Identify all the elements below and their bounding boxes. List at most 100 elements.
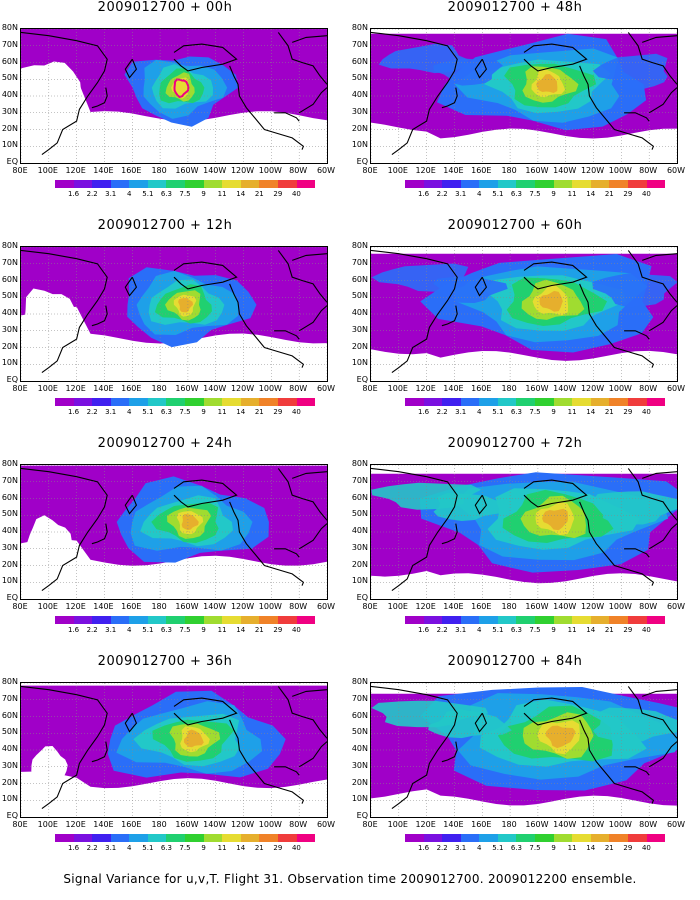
- colorbar-swatch: [259, 180, 278, 188]
- lon-tick-label: 100W: [258, 384, 282, 393]
- colorbar-label: 4: [477, 408, 482, 416]
- colorbar-label: 5.1: [492, 626, 504, 634]
- lat-tick-label: 20N: [351, 559, 368, 569]
- coastline: [298, 305, 327, 332]
- panel-title: 2009012700 + 84h: [447, 654, 583, 669]
- colorbar-label: 40: [291, 844, 301, 852]
- panel-title: 2009012700 + 36h: [97, 654, 233, 669]
- lon-tick-label: 80E: [12, 602, 28, 611]
- colorbar-label: 40: [641, 844, 651, 852]
- lon-tick-label: 140W: [553, 384, 577, 393]
- lat-tick-label: 40N: [351, 526, 368, 535]
- coastline: [627, 250, 677, 303]
- colorbar-swatch: [609, 616, 628, 624]
- colorbar-label: 29: [623, 190, 633, 198]
- coastline: [371, 249, 458, 374]
- colorbar-swatch: [423, 180, 443, 188]
- variance-peak: [173, 78, 190, 99]
- coastline: [277, 32, 327, 85]
- coastline: [292, 35, 327, 43]
- lat-tick-label: 10N: [351, 794, 368, 804]
- colorbar-swatch: [92, 398, 111, 406]
- colorbar-swatch: [535, 616, 554, 624]
- colorbar-swatch: [92, 616, 111, 624]
- lon-tick-label: 120W: [580, 602, 605, 611]
- colorbar-label: 4: [477, 190, 482, 198]
- colorbar-label: 21: [604, 408, 614, 416]
- coastline: [523, 697, 588, 726]
- colorbar-swatch: [110, 616, 130, 624]
- lon-tick-label: 100W: [608, 820, 632, 829]
- lon-tick-label: 120E: [65, 820, 86, 829]
- colorbar-label: 7.5: [179, 626, 191, 634]
- coastline: [579, 719, 655, 804]
- colorbar-swatch: [296, 398, 316, 406]
- colorbar-labels: 1.6 2.2 3.1 4 5.1 6.3 7.5 9 11 14 21 29 40: [55, 190, 315, 200]
- lat-tick-label: 70N: [1, 39, 18, 49]
- variance-map: [370, 682, 678, 818]
- lat-tick-label: 70N: [351, 257, 368, 267]
- colorbar-label: 7.5: [529, 408, 541, 416]
- colorbar-label: 3.1: [105, 626, 117, 634]
- lat-tick-label: EQ: [356, 593, 368, 602]
- lon-tick-label: 140E: [443, 820, 464, 829]
- lat-tick-label: 40N: [1, 90, 18, 99]
- lon-tick-label: 180: [151, 820, 167, 829]
- lat-tick-label: 30N: [351, 760, 368, 770]
- lat-tick-label: 30N: [351, 542, 368, 552]
- forecast-panel: 2009012700 + 72h 80N 70N 60N 50N 40N 30N 20N 10N…: [350, 436, 685, 636]
- coastline: [523, 43, 588, 72]
- colorbar-swatch: [185, 398, 204, 406]
- coastline: [474, 276, 488, 297]
- lon-tick-label: 80E: [12, 166, 28, 175]
- colorbar-swatch: [479, 616, 498, 624]
- colorbar-swatch: [627, 180, 647, 188]
- colorbar-swatch: [73, 834, 93, 842]
- lon-tick-label: 140E: [443, 602, 464, 611]
- lat-tick-label: 40N: [351, 90, 368, 99]
- colorbar-label: 11: [567, 626, 577, 634]
- colorbar-swatch: [259, 398, 278, 406]
- coastline: [624, 330, 650, 340]
- lon-tick-label: 100E: [387, 166, 408, 175]
- coastline: [648, 741, 677, 768]
- colorbar-swatch: [627, 398, 647, 406]
- lon-tick-label: 160W: [175, 166, 199, 175]
- colorbar-label: 3.1: [455, 844, 467, 852]
- coastline: [648, 305, 677, 332]
- colorbar-swatch: [277, 180, 297, 188]
- colorbar-swatch: [646, 834, 666, 842]
- colorbar-label: 29: [623, 408, 633, 416]
- colorbar-swatch: [590, 834, 610, 842]
- colorbar-swatch: [516, 180, 536, 188]
- colorbar: [405, 616, 666, 624]
- lat-tick-label: 10N: [351, 140, 368, 150]
- variance-map: [20, 246, 328, 382]
- colorbar-swatch: [423, 834, 443, 842]
- colorbar-label: 40: [641, 190, 651, 198]
- coastline: [292, 689, 327, 697]
- panel-title: 2009012700 + 24h: [97, 436, 233, 451]
- colorbar-label: 2.2: [436, 408, 448, 416]
- colorbar-swatch: [222, 834, 241, 842]
- lat-tick-label: 40N: [351, 308, 368, 317]
- colorbar-label: 9: [551, 844, 556, 852]
- colorbar-label: 14: [586, 844, 596, 852]
- low-variance-hole: [21, 61, 82, 139]
- lon-tick-label: 160E: [471, 166, 492, 175]
- lon-tick-label: 160W: [175, 820, 199, 829]
- lon-tick-label: 160E: [471, 820, 492, 829]
- colorbar-swatch: [92, 834, 111, 842]
- coastline: [124, 58, 138, 79]
- coastline: [173, 697, 238, 726]
- lat-tick-label: 70N: [351, 693, 368, 703]
- coastline: [371, 685, 458, 810]
- colorbar-swatch: [277, 398, 297, 406]
- coastline: [274, 548, 300, 558]
- lon-tick-label: 100E: [387, 602, 408, 611]
- lon-tick-label: 140W: [203, 602, 227, 611]
- colorbar-label: 1.6: [417, 190, 430, 198]
- lat-tick-label: 20N: [351, 341, 368, 351]
- lat-tick-label: 60N: [351, 710, 368, 720]
- colorbar-label: 9: [551, 626, 556, 634]
